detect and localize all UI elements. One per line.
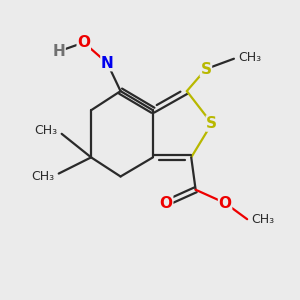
Text: CH₃: CH₃ bbox=[31, 170, 54, 183]
Text: CH₃: CH₃ bbox=[238, 51, 262, 64]
Text: O: O bbox=[160, 196, 173, 211]
Text: O: O bbox=[77, 35, 90, 50]
Text: S: S bbox=[206, 116, 217, 131]
Text: N: N bbox=[101, 56, 114, 70]
Text: O: O bbox=[219, 196, 232, 211]
Text: S: S bbox=[200, 61, 211, 76]
Text: H: H bbox=[52, 44, 65, 59]
Text: CH₃: CH₃ bbox=[252, 213, 275, 226]
Text: CH₃: CH₃ bbox=[34, 124, 57, 137]
